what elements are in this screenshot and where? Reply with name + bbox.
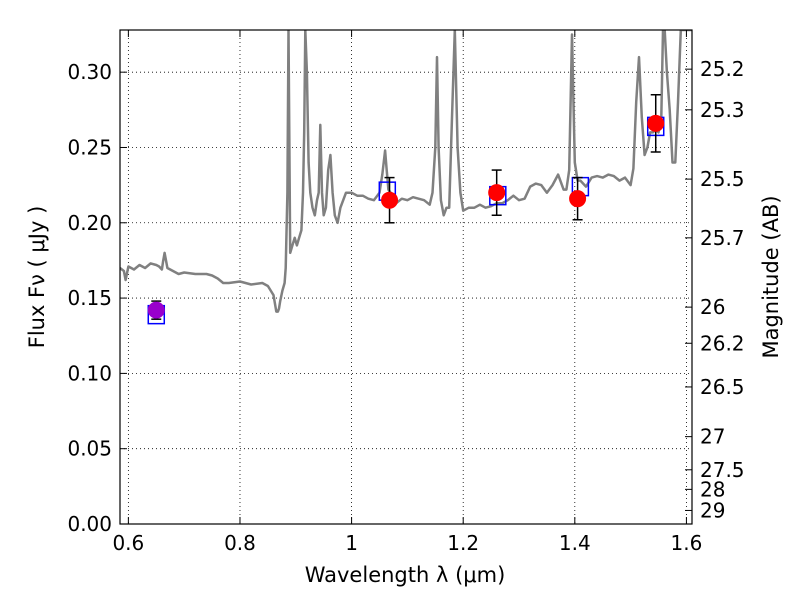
y-tick-label: 0.30	[67, 60, 112, 84]
magnitude-tick-label: 26.5	[700, 375, 745, 399]
magnitude-tick-label: 26.2	[700, 331, 745, 355]
magnitude-tick-label: 25.3	[700, 98, 745, 122]
y-tick-label: 0.00	[67, 512, 112, 536]
y-tick-label: 0.20	[67, 211, 112, 235]
right-axis-label: Magnitude (AB)	[759, 195, 783, 358]
grid-lines	[120, 30, 692, 525]
axis-ticks	[120, 30, 692, 525]
x-tick-label: 0.8	[224, 531, 256, 555]
spectrum-layer	[120, 30, 692, 313]
y-tick-label: 0.10	[67, 361, 112, 385]
y-tick-label: 0.05	[67, 437, 112, 461]
x-tick-label: 0.6	[112, 531, 144, 555]
magnitude-tick-label: 27	[700, 425, 725, 449]
model-spectrum-line	[120, 30, 692, 313]
y-axis-label: Flux Fν ( μJy )	[25, 206, 49, 349]
magnitude-tick-label: 25.7	[700, 226, 745, 250]
x-tick-label: 1.6	[671, 531, 703, 555]
x-tick-label: 1	[345, 531, 358, 555]
x-tick-label: 1.4	[559, 531, 591, 555]
observed-flux-point	[381, 191, 399, 209]
data-points-layer	[147, 94, 665, 325]
observed-flux-point	[488, 184, 506, 202]
y-tick-label: 0.25	[67, 135, 112, 159]
magnitude-tick-label: 25.5	[700, 167, 745, 191]
y-tick-label: 0.15	[67, 286, 112, 310]
tick-labels: 0.6 0.8 1 1.2 1.4 1.6 0.00 0.05 0.10 0.15 0.20 0.25…	[67, 57, 744, 555]
observed-flux-point	[147, 301, 165, 319]
magnitude-tick-label: 29	[700, 498, 725, 522]
x-tick-label: 1.2	[447, 531, 479, 555]
observed-flux-point	[569, 190, 587, 208]
x-axis-label: Wavelength λ (μm)	[305, 563, 506, 587]
observed-flux-point	[647, 114, 665, 132]
magnitude-tick-label: 28	[700, 477, 725, 501]
magnitude-tick-label: 26	[700, 295, 725, 319]
magnitude-tick-label: 27.5	[700, 458, 745, 482]
magnitude-tick-label: 25.2	[700, 57, 745, 81]
plot-frame	[119, 29, 693, 525]
